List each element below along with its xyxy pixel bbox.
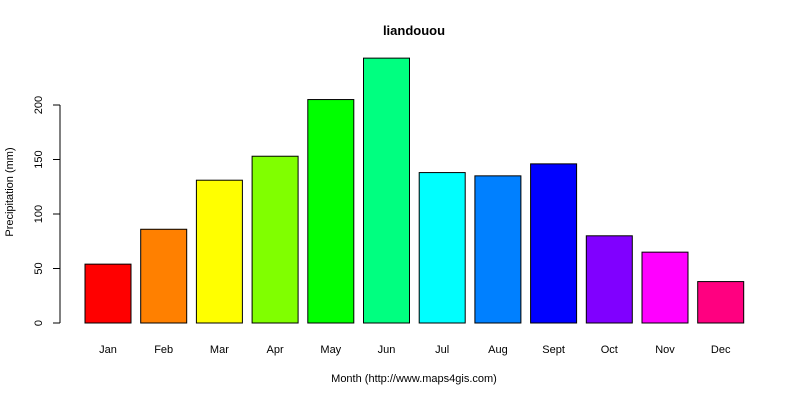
- x-tick-label-jun: Jun: [378, 344, 396, 356]
- x-tick-label-dec: Dec: [711, 344, 731, 356]
- x-tick-label-may: May: [320, 344, 341, 356]
- bar-jan: [84, 263, 132, 324]
- bar-oct: [585, 235, 633, 324]
- x-tick-label-aug: Aug: [488, 344, 508, 356]
- bar-jul: [418, 172, 466, 324]
- y-axis-label: Precipitation (mm): [4, 147, 16, 236]
- chart-title: liandouou: [383, 23, 445, 38]
- bar-sept: [530, 163, 578, 324]
- bar-apr: [251, 155, 299, 324]
- x-tick-label-sept: Sept: [542, 344, 565, 356]
- x-tick-label-jul: Jul: [435, 344, 449, 356]
- x-tick-label-jan: Jan: [99, 344, 117, 356]
- bars-group: [84, 57, 745, 324]
- bar-mar: [195, 179, 243, 324]
- y-tick-label-100: 100: [33, 205, 45, 223]
- bar-jun: [363, 57, 410, 324]
- x-tick-label-oct: Oct: [601, 344, 618, 356]
- x-tick-label-mar: Mar: [210, 344, 229, 356]
- x-tick-label-nov: Nov: [655, 344, 675, 356]
- y-tick-label-200: 200: [33, 96, 45, 114]
- bar-may: [307, 99, 355, 324]
- x-axis-label: Month (http://www.maps4gis.com): [331, 373, 497, 385]
- bar-dec: [697, 281, 745, 324]
- y-tick-label-150: 150: [33, 150, 45, 168]
- bar-nov: [641, 251, 689, 324]
- x-tick-labels: Jan Feb Mar Apr May Jun Jul Aug Sept Oct Nov Dec: [99, 344, 731, 356]
- y-axis: 0 50 100 150 200: [33, 96, 61, 326]
- y-tick-label-50: 50: [33, 262, 45, 274]
- x-tick-label-feb: Feb: [154, 344, 173, 356]
- y-tick-label-0: 0: [33, 320, 45, 326]
- bar-aug: [474, 175, 522, 324]
- bar-feb: [140, 228, 188, 324]
- x-tick-label-apr: Apr: [267, 344, 284, 356]
